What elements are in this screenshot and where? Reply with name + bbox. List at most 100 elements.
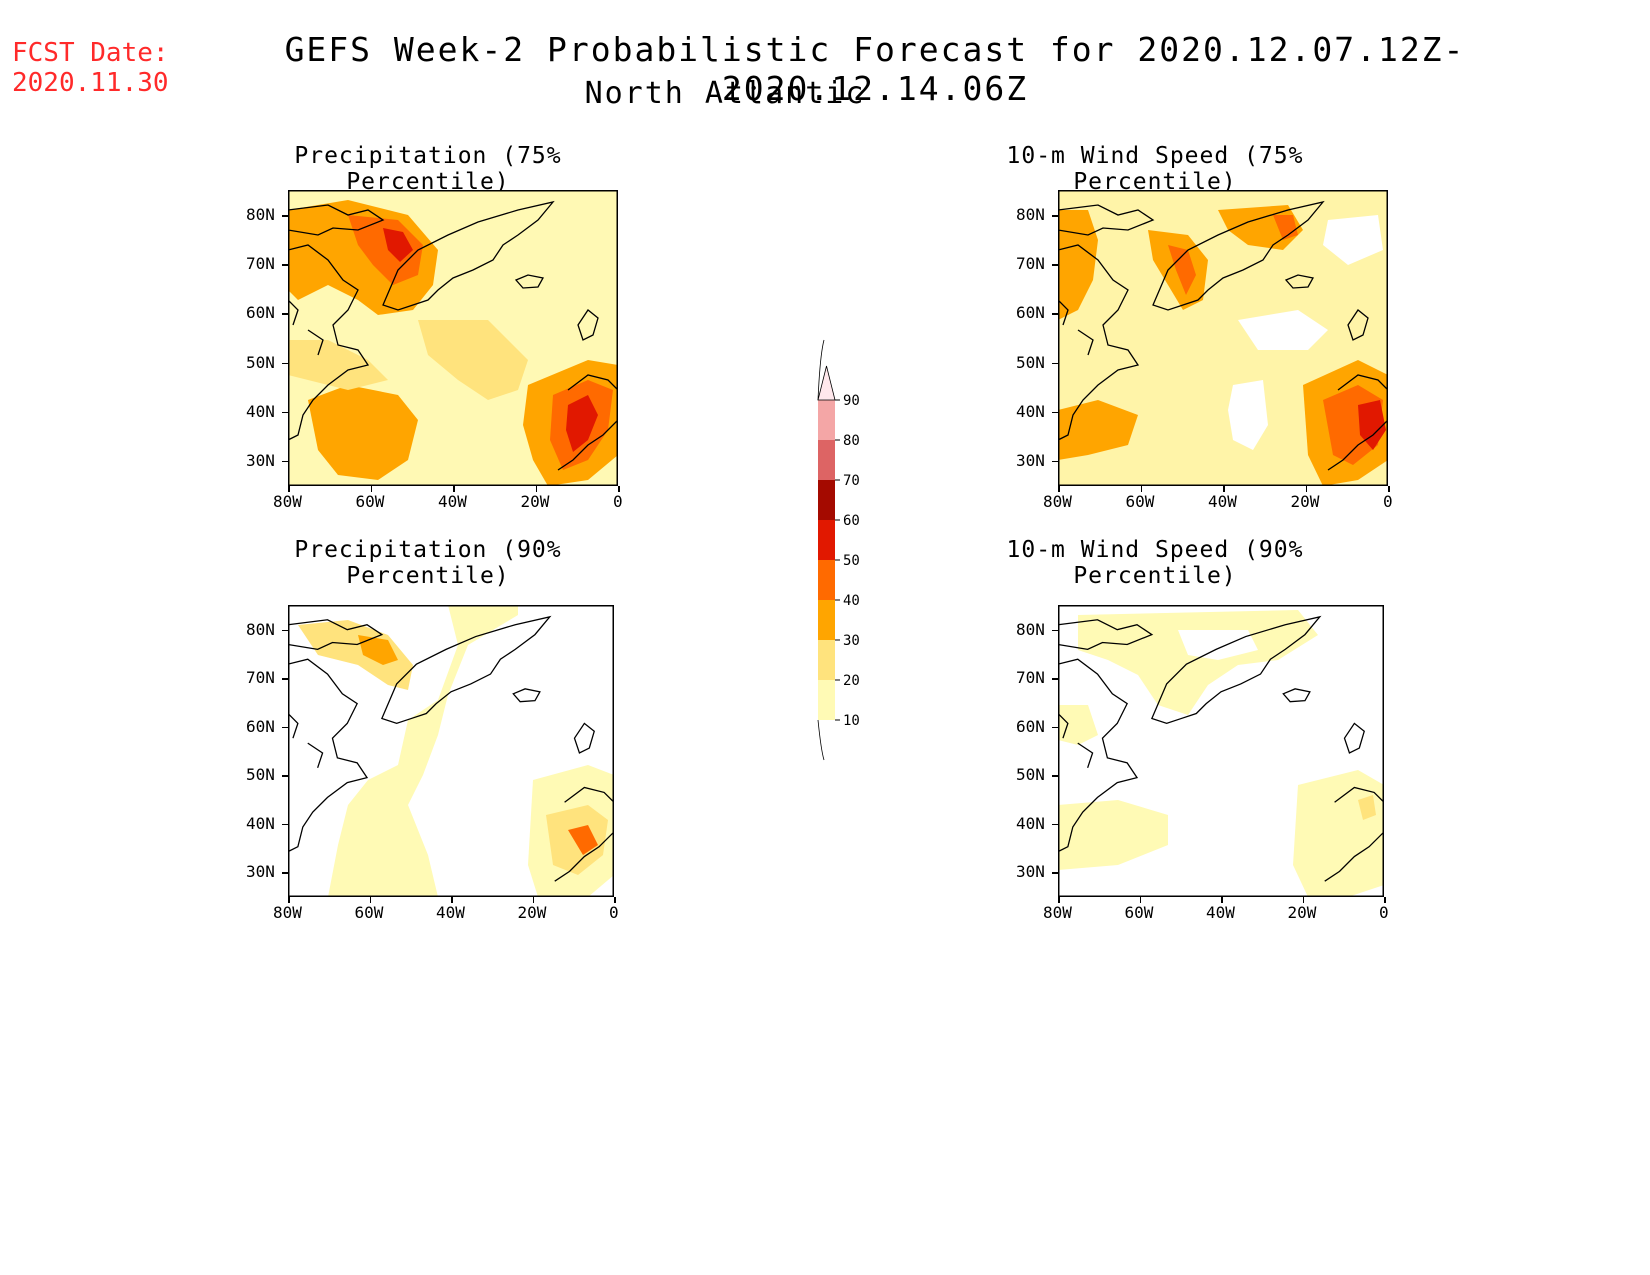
- colorbar-cap-bottom: [817, 719, 825, 761]
- coastline: [1077, 329, 1094, 356]
- lat-tick-mark: [1052, 264, 1058, 266]
- lon-tick-label: 60W: [1125, 492, 1155, 511]
- probability-region: [1058, 705, 1098, 745]
- coastline: [288, 244, 370, 441]
- coastline: [1347, 309, 1369, 341]
- lon-tick-mark: [1139, 897, 1141, 903]
- probability-region: [383, 228, 413, 262]
- lat-tick-label: 50N: [1016, 765, 1045, 785]
- lon-tick-label: 40W: [436, 903, 465, 922]
- coastline: [288, 713, 299, 739]
- lon-tick-label: 80W: [273, 903, 302, 922]
- coastline: [1284, 274, 1315, 289]
- coastline: [573, 722, 595, 754]
- panel-title-precip-75: Precipitation (75% Percentile): [294, 143, 562, 195]
- lat-tick-label: 50N: [246, 352, 275, 372]
- panel-title-wind-75: 10-m Wind Speed (75% Percentile): [1006, 143, 1304, 195]
- probability-region: [1178, 630, 1258, 660]
- lat-tick-label: 60N: [246, 303, 275, 323]
- region-subtitle: North Atlantic: [584, 76, 866, 111]
- lat-tick-label: 30N: [1016, 862, 1045, 882]
- fcst-date-caption: FCST Date:: [12, 38, 169, 68]
- coastline: [382, 200, 555, 311]
- panel-title-wind-90: 10-m Wind Speed (90% Percentile): [1006, 537, 1304, 589]
- lon-tick-label: 80W: [1043, 903, 1072, 922]
- lon-tick-label: 0: [613, 492, 623, 511]
- lat-tick-mark: [282, 215, 288, 217]
- colorbar-level-label: 20: [843, 673, 860, 689]
- lat-tick-mark: [282, 726, 288, 729]
- lat-tick-label: 80N: [246, 619, 275, 639]
- lon-tick-mark: [1384, 897, 1386, 903]
- colorbar-level-label: 70: [843, 473, 860, 489]
- probability-region: [288, 340, 388, 390]
- map-frame: [1058, 605, 1384, 897]
- coastline: [557, 374, 618, 471]
- colorbar-cap-top: [817, 365, 836, 401]
- lon-tick-label: 0: [609, 903, 619, 922]
- probability-region: [298, 620, 413, 690]
- lat-tick-label: 40N: [1016, 813, 1045, 833]
- coastline: [1058, 244, 1140, 441]
- lat-tick-mark: [282, 313, 288, 315]
- lon-tick-label: 60W: [355, 492, 385, 511]
- lon-tick-mark: [1305, 486, 1307, 492]
- coastline: [1282, 688, 1311, 703]
- probability-region: [1323, 215, 1383, 265]
- lat-tick-label: 80N: [1016, 619, 1045, 639]
- map-frame: [288, 605, 614, 897]
- lat-tick-label: 50N: [246, 765, 275, 785]
- lon-tick-label: 20W: [1287, 903, 1317, 922]
- colorbar-swatch: [818, 520, 835, 560]
- lon-tick-mark: [1302, 897, 1304, 903]
- colorbar-level-label: 10: [843, 713, 860, 729]
- lat-tick-mark: [1052, 313, 1058, 315]
- lat-tick-label: 40N: [246, 813, 275, 833]
- probability-region: [288, 605, 518, 897]
- probability-region: [1058, 400, 1138, 460]
- lat-tick-mark: [1052, 678, 1058, 680]
- probability-region: [1228, 380, 1268, 450]
- lat-tick-mark: [1052, 726, 1058, 729]
- coastline: [288, 204, 385, 236]
- coastline: [1077, 742, 1094, 768]
- lat-tick-mark: [282, 460, 288, 463]
- lon-tick-label: 80W: [273, 492, 302, 511]
- colorbar-swatch: [818, 400, 835, 440]
- lat-tick-mark: [1052, 872, 1058, 874]
- map-wind-90: [1058, 605, 1384, 897]
- lat-tick-mark: [282, 678, 288, 680]
- probability-region: [1238, 310, 1328, 350]
- lat-tick-mark: [282, 264, 288, 266]
- lon-tick-label: 40W: [1206, 903, 1235, 922]
- probability-region: [1273, 215, 1298, 240]
- lon-tick-label: 20W: [517, 903, 547, 922]
- lat-tick-mark: [1052, 411, 1058, 414]
- lon-tick-mark: [535, 486, 537, 492]
- lat-tick-mark: [282, 362, 288, 365]
- coastline: [512, 688, 541, 703]
- colorbar-level-label: 90: [843, 393, 860, 409]
- lon-tick-mark: [614, 897, 616, 903]
- lon-tick-label: 60W: [1124, 903, 1154, 922]
- lat-tick-label: 60N: [1016, 303, 1045, 323]
- lat-tick-mark: [282, 823, 288, 826]
- coastline: [1343, 722, 1365, 754]
- lat-tick-label: 80N: [1016, 205, 1045, 225]
- colorbar-swatch: [818, 560, 835, 600]
- colorbar-swatch: [818, 440, 835, 480]
- lat-tick-label: 70N: [246, 254, 275, 274]
- probability-region: [1078, 610, 1318, 715]
- probability-region: [568, 825, 598, 855]
- colorbar-level-label: 40: [843, 593, 860, 609]
- lat-tick-mark: [282, 629, 288, 632]
- lon-tick-label: 20W: [520, 492, 550, 511]
- lon-tick-mark: [618, 486, 620, 492]
- coastline: [1327, 374, 1388, 471]
- lat-tick-label: 70N: [1016, 668, 1045, 688]
- lat-tick-mark: [1052, 362, 1058, 365]
- map-wind-75: [1058, 190, 1388, 486]
- coastline: [577, 309, 599, 341]
- map-frame: [288, 190, 618, 486]
- lon-tick-mark: [1058, 897, 1060, 903]
